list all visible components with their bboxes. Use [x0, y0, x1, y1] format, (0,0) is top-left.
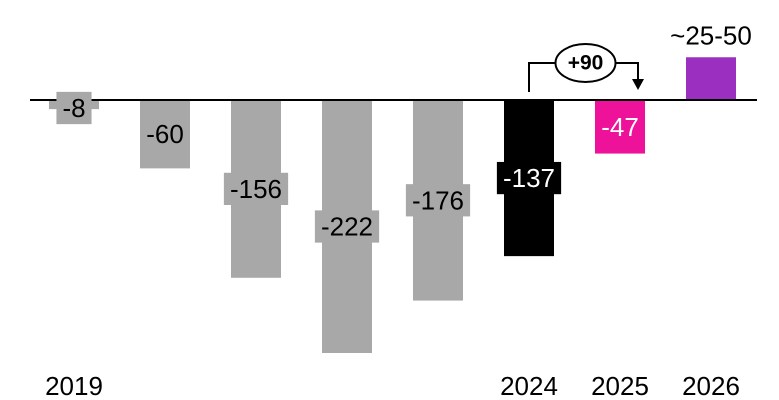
value-label-bg-6	[595, 110, 645, 143]
value-label-bg-4	[405, 184, 471, 217]
value-labels-layer: -8 -60 -156 -222 -176 -137 -47 ~25-50	[56, 20, 752, 243]
value-label-bg-1	[140, 118, 190, 151]
value-label-bg-2	[223, 172, 289, 206]
x-tick-label-6: 2025	[591, 371, 649, 400]
x-tick-label-0: 2019	[45, 371, 103, 400]
value-label-4: -176	[412, 185, 464, 215]
annotation-label: +90	[568, 52, 604, 75]
value-label-5: -137	[503, 163, 555, 193]
bar-7	[686, 57, 736, 100]
annotation-arrowhead	[632, 79, 644, 90]
bars-layer	[49, 57, 736, 353]
value-label-3: -222	[321, 212, 373, 242]
annotation-oval	[554, 43, 617, 83]
change-annotation: +90	[528, 43, 644, 92]
value-label-bg-3	[314, 210, 380, 243]
value-label-2: -156	[230, 174, 282, 204]
value-label-bg-5	[496, 161, 562, 195]
value-label-7: ~25-50	[670, 20, 752, 50]
value-label-bg-0	[56, 91, 92, 125]
value-label-0: -8	[62, 93, 85, 123]
x-tick-labels-layer: 2019 2024 2025 2026	[45, 371, 740, 400]
x-tick-label-5: 2024	[500, 371, 558, 400]
x-tick-label-7: 2026	[682, 371, 740, 400]
value-label-6: -47	[601, 112, 639, 142]
value-label-1: -60	[146, 119, 184, 149]
